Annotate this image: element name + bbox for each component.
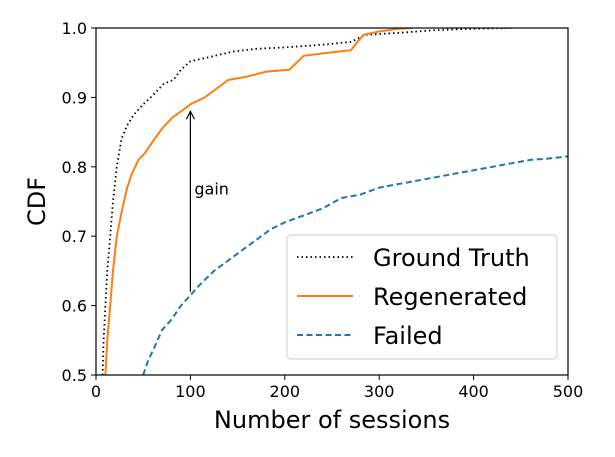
y-axis-title: CDF	[23, 177, 51, 226]
series-line-regenerated	[104, 28, 413, 375]
legend-label-failed: Failed	[373, 322, 443, 350]
x-tick-label: 300	[364, 382, 395, 401]
gain-label: gain	[194, 180, 229, 199]
x-tick-label: 200	[270, 382, 301, 401]
annotation-layer: gain	[185, 109, 229, 292]
y-tick-label: 0.5	[62, 366, 87, 385]
x-axis-title: Number of sessions	[214, 406, 450, 434]
gain-arrow-head	[185, 109, 195, 120]
series-layer	[101, 28, 568, 375]
y-tick-label: 0.7	[62, 227, 87, 246]
x-tick-label: 100	[175, 382, 206, 401]
x-tick-label: 400	[458, 382, 489, 401]
legend-box	[286, 234, 558, 360]
x-tick-label: 500	[553, 382, 584, 401]
series-line-failed	[142, 155, 568, 375]
y-tick-label: 0.9	[62, 88, 87, 107]
legend: Ground Truth Regenerated Failed	[286, 234, 558, 360]
x-tick-label: 0	[91, 382, 101, 401]
plot-frame	[95, 27, 569, 376]
y-tick-label: 0.8	[62, 158, 87, 177]
legend-label-regenerated: Regenerated	[373, 283, 527, 311]
legend-label-ground-truth: Ground Truth	[373, 244, 530, 272]
series-line-ground-truth	[101, 28, 512, 375]
y-tick-label: 0.6	[62, 297, 87, 316]
y-tick-label: 1.0	[62, 19, 87, 38]
ticks-layer: 0 100 200 300 400 500 0.5 0.6 0.7 0.8 0.9 1.0	[62, 19, 584, 401]
